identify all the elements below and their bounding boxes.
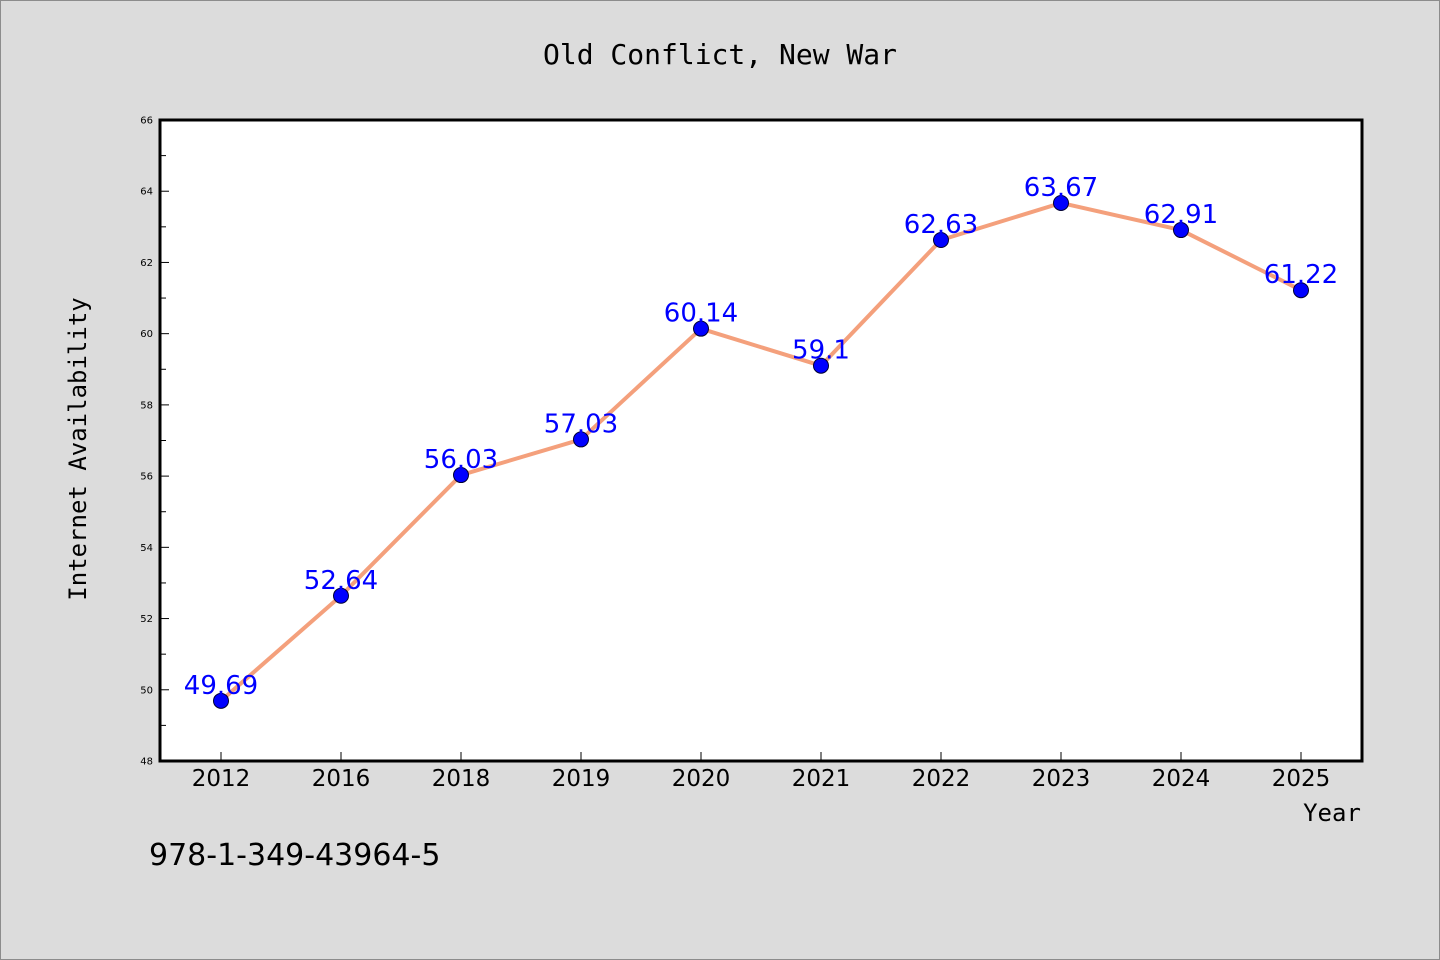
data-label: 62.91 (1144, 200, 1218, 230)
data-point-marker (213, 692, 229, 709)
y-tick-label: 54 (140, 543, 153, 554)
isbn-text: 978-1-349-43964-5 (149, 838, 440, 873)
x-tick-label: 2019 (552, 766, 611, 792)
data-point-marker (693, 320, 709, 337)
y-tick-label: 64 (140, 187, 153, 198)
x-tick-label: 2025 (1272, 766, 1331, 792)
data-point-marker (333, 587, 349, 604)
data-label: 62.63 (904, 210, 978, 240)
data-point-marker (573, 431, 589, 448)
x-tick-label: 2024 (1152, 766, 1211, 792)
y-tick-label: 58 (140, 400, 153, 411)
data-point-marker (1053, 194, 1069, 211)
chart-title: Old Conflict, New War (543, 38, 897, 71)
data-label: 52.64 (304, 566, 378, 596)
x-tick-label: 2022 (912, 766, 971, 792)
data-point-marker (813, 357, 829, 374)
x-tick-label: 2012 (192, 766, 251, 792)
data-label: 63.67 (1024, 173, 1098, 203)
y-tick-label: 62 (140, 258, 153, 269)
y-axis-title: Internet Availability (64, 297, 92, 600)
plot-frame (158, 118, 1364, 763)
data-point-marker (453, 467, 469, 484)
data-point-marker (1173, 222, 1189, 239)
x-axis-ticks: 2012 2016 2018 2019 2020 2021 2022 2023 2024 2025 (192, 752, 1331, 792)
data-labels: 49.69 52.64 56.03 57.03 60.14 59.1 62.63 63.67 6… (184, 173, 1338, 701)
y-tick-label: 56 (140, 472, 153, 483)
data-label: 49.69 (184, 671, 258, 701)
x-axis-title: Year (1303, 799, 1361, 827)
y-tick-label: 66 (140, 116, 153, 127)
y-tick-label: 50 (140, 685, 153, 696)
data-points (213, 194, 1309, 709)
data-label: 57.03 (544, 409, 618, 439)
x-tick-label: 2016 (312, 766, 371, 792)
y-tick-label: 48 (140, 757, 153, 768)
y-tick-label: 60 (140, 329, 153, 340)
data-point-marker (1293, 282, 1309, 299)
data-point-marker (933, 232, 949, 249)
x-tick-label: 2020 (672, 766, 731, 792)
x-tick-label: 2018 (432, 766, 491, 792)
data-label: 60.14 (664, 299, 738, 329)
series-line (219, 200, 1302, 703)
data-label: 61.22 (1264, 260, 1338, 290)
x-tick-label: 2021 (792, 766, 851, 792)
data-label: 59.1 (792, 336, 850, 366)
x-tick-label: 2023 (1032, 766, 1091, 792)
y-tick-label: 52 (140, 614, 153, 625)
data-label: 56.03 (424, 445, 498, 475)
